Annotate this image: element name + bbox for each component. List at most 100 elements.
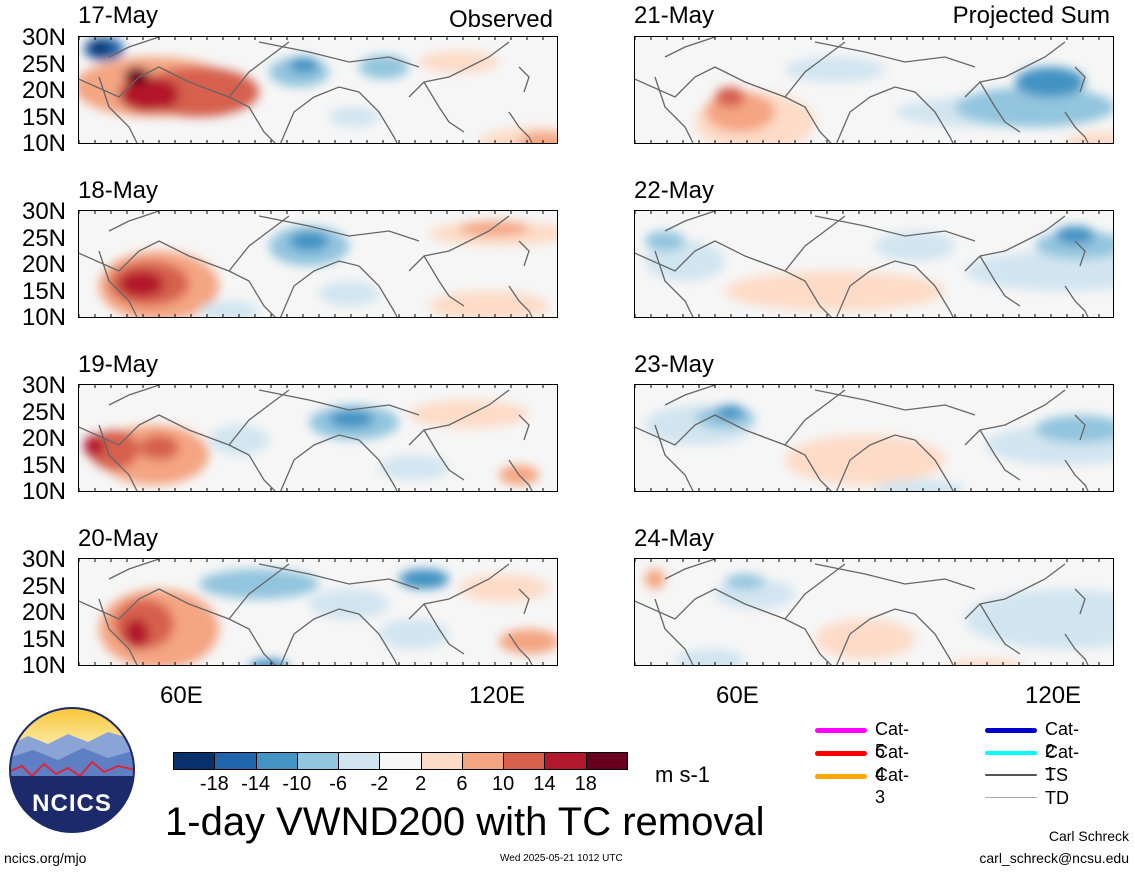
anomaly-blob: [359, 55, 409, 79]
map-panel: [78, 210, 558, 318]
anomaly-blob: [399, 569, 449, 589]
anomaly-blob: [645, 231, 685, 251]
coastline: [280, 86, 360, 143]
anomaly-blob: [965, 251, 1113, 291]
coastline: [1064, 633, 1089, 665]
anomaly-blob: [319, 281, 379, 306]
lat-label: 25N: [21, 50, 66, 78]
lat-label: 25N: [21, 224, 66, 252]
coastline: [408, 563, 510, 620]
coastline: [635, 588, 832, 665]
coastline: [784, 215, 846, 272]
coastline: [518, 414, 530, 441]
coastline: [408, 389, 510, 446]
lat-label: 15N: [21, 625, 66, 653]
coastline: [228, 563, 290, 620]
anomaly-blob: [119, 271, 164, 297]
coastline: [79, 66, 276, 143]
coastline: [1074, 240, 1086, 267]
coastline: [98, 424, 138, 491]
anomaly-blob: [329, 107, 379, 127]
coastline: [79, 414, 276, 491]
lon-label: 120E: [1025, 682, 1082, 709]
lon-label: 60E: [716, 682, 759, 709]
colorbar-tick-label: -14: [241, 773, 270, 795]
colorbar-swatch: [214, 752, 257, 770]
lon-label: 120E: [469, 682, 526, 709]
coastline: [228, 41, 290, 98]
coastline: [518, 66, 530, 93]
anomaly-blob: [965, 589, 1113, 649]
anomaly-blob: [1065, 132, 1113, 143]
anomaly-blob: [675, 649, 745, 665]
coastline: [98, 598, 138, 665]
coastline: [228, 215, 290, 272]
coastline: [79, 588, 276, 665]
coastline: [654, 424, 694, 491]
anomaly-field: [635, 385, 1113, 491]
coastline: [914, 613, 954, 665]
coastline: [635, 240, 832, 317]
colorbar-swatch: [379, 752, 422, 770]
colorbar-swatch: [544, 752, 587, 770]
coastline: [814, 563, 976, 590]
coastline: [814, 215, 976, 242]
anomaly-blob: [715, 87, 745, 107]
colorbar-swatch: [255, 752, 298, 770]
colorbar-tick-label: 14: [533, 773, 556, 795]
anomaly-blob: [209, 425, 269, 455]
anomaly-blob: [955, 87, 1113, 127]
coastline: [358, 439, 398, 491]
colorbar-swatch: [173, 752, 216, 770]
panel-date: 22-May: [634, 177, 715, 204]
coastline: [914, 439, 954, 491]
timestamp: Wed 2025-05-21 1012 UTC: [500, 853, 623, 864]
lat-label: 20N: [21, 77, 66, 104]
anomaly-blob: [499, 629, 557, 654]
anomaly-blob: [199, 569, 319, 599]
map-panel: [634, 558, 1114, 666]
coastline: [964, 563, 1066, 620]
anomaly-blob: [519, 132, 557, 143]
legend-label: Cat-1: [1045, 742, 1080, 784]
anomaly-blob: [379, 455, 449, 480]
colorbar-tick-label: 2: [415, 773, 427, 795]
coastline: [280, 260, 360, 317]
coastline: [664, 559, 716, 580]
coastline: [1064, 285, 1089, 317]
anomaly-blob: [289, 57, 319, 73]
lat-label: 10N: [21, 652, 66, 679]
legend-line-swatch: [815, 751, 867, 756]
lat-label: 25N: [21, 398, 66, 426]
anomaly-blob: [785, 57, 885, 82]
legend-line-swatch: [815, 728, 867, 733]
lon-label: 60E: [160, 682, 203, 709]
coastline: [423, 255, 465, 307]
coastline: [664, 211, 716, 232]
coastline: [228, 389, 290, 446]
anomaly-blob: [199, 301, 259, 317]
lat-label: 20N: [21, 425, 66, 452]
lat-label: 20N: [21, 251, 66, 278]
anomaly-blob: [1055, 226, 1095, 244]
coastline: [1064, 459, 1089, 491]
source-url: ncics.org/mjo: [4, 850, 87, 866]
coastline: [914, 265, 954, 317]
coastline: [664, 385, 716, 406]
coastline: [1074, 414, 1086, 441]
map-panel: [634, 36, 1114, 144]
author-name: Carl Schreck: [1048, 828, 1129, 844]
lat-label: 10N: [21, 304, 66, 331]
colorbar-tick-label: -18: [199, 773, 229, 795]
anomaly-blob: [875, 231, 955, 261]
coastline: [423, 603, 465, 655]
map-panel: [78, 558, 558, 666]
coastline: [423, 429, 465, 481]
anomaly-blob: [89, 41, 111, 55]
legend-line-swatch: [815, 774, 867, 779]
map-panel: [78, 36, 558, 144]
coastline: [979, 81, 1021, 133]
anomaly-field: [79, 37, 557, 143]
lat-label: 25N: [21, 572, 66, 600]
anomaly-blob: [1035, 415, 1113, 443]
